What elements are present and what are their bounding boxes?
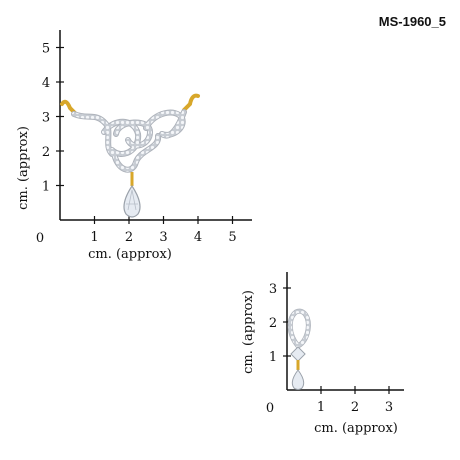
pendant-y-tick-4: 4	[42, 76, 50, 91]
pendant-x-tick-4: 4	[194, 230, 202, 245]
pendant-image	[60, 93, 200, 218]
pendant-y-tick-5: 5	[42, 42, 50, 57]
earring-image	[287, 308, 311, 390]
pendant-x-tick-5: 5	[228, 230, 236, 245]
pendant-y-tick-3: 3	[42, 111, 50, 126]
pendant-ruler: 1 2 3 4 5 1 2 3 4 5 0 cm. (approx) cm. (approx)	[16, 30, 252, 262]
earring-drop-stone	[291, 369, 305, 390]
earring-ruler: 1 2 3 1 2 3 0 cm. (approx) cm. (approx)	[241, 272, 404, 436]
earring-x-tick-2: 2	[351, 400, 359, 415]
pendant-y-tick-2: 2	[42, 145, 50, 160]
pendant-x-tick-2: 2	[125, 230, 133, 245]
product-code: MS-1960_5	[378, 14, 446, 29]
earring-y-tick-2: 2	[269, 316, 277, 331]
earring-y-tick-1: 1	[269, 350, 277, 365]
pendant-y-label: cm. (approx)	[16, 126, 31, 210]
pendant-y-tick-1: 1	[42, 180, 50, 195]
earring-x-label: cm. (approx)	[314, 421, 398, 436]
earring-y-label: cm. (approx)	[241, 290, 256, 374]
left-gold-hook	[60, 99, 78, 116]
pendant-x-tick-1: 1	[90, 230, 98, 245]
pendant-x-tick-3: 3	[159, 230, 167, 245]
right-gold-hook	[182, 93, 200, 112]
earring-x-tick-3: 3	[385, 400, 393, 415]
swirl-left-arm	[71, 111, 115, 157]
pendant-x-label: cm. (approx)	[88, 247, 172, 262]
earring-square-stone	[290, 346, 306, 362]
earring-x-tick-1: 1	[317, 400, 325, 415]
earring-origin: 0	[266, 401, 274, 416]
pendant-origin: 0	[36, 231, 44, 246]
earring-y-tick-3: 3	[269, 282, 277, 297]
